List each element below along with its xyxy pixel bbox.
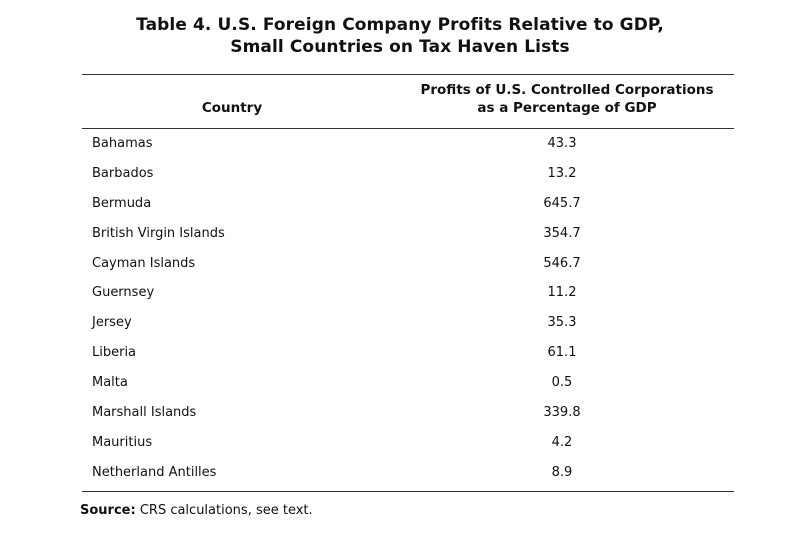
table-row: Cayman Islands 546.7 — [82, 249, 734, 279]
header-divider-rule — [82, 128, 734, 129]
value-cell: 645.7 — [543, 195, 581, 211]
country-cell: Bermuda — [92, 195, 152, 211]
table-bottom-rule — [82, 491, 734, 492]
table-row: Bermuda 645.7 — [82, 189, 734, 219]
source-label: Source: — [80, 503, 136, 518]
value-cell: 339.8 — [543, 405, 581, 421]
value-cell: 8.9 — [551, 464, 573, 480]
source-text: CRS calculations, see text. — [139, 503, 313, 518]
column-header-profits: Profits of U.S. Controlled Corporations … — [400, 81, 734, 117]
value-cell: 0.5 — [551, 375, 573, 391]
column-header-profits-line-2: as a Percentage of GDP — [477, 100, 657, 116]
table-title-line-1: Table 4. U.S. Foreign Company Profits Re… — [136, 15, 664, 35]
value-cell: 35.3 — [547, 315, 577, 331]
column-header-country: Country — [201, 100, 263, 116]
country-cell: Barbados — [92, 165, 154, 181]
table-row: Mauritius 4.2 — [82, 428, 734, 458]
table-row: Liberia 61.1 — [82, 338, 734, 368]
table-row: Malta 0.5 — [82, 368, 734, 398]
table-body: Bahamas 43.3 Barbados 13.2 Bermuda 645.7… — [82, 129, 734, 488]
country-cell: Jersey — [92, 315, 132, 331]
column-header-profits-line-1: Profits of U.S. Controlled Corporations — [420, 82, 714, 98]
value-cell: 61.1 — [547, 345, 577, 361]
country-cell: Guernsey — [92, 285, 155, 301]
country-cell: Bahamas — [92, 136, 153, 151]
value-cell: 546.7 — [543, 255, 581, 271]
value-cell: 43.3 — [547, 136, 577, 151]
table-row: British Virgin Islands 354.7 — [82, 219, 734, 249]
country-cell: Netherland Antilles — [92, 464, 217, 480]
table-title: Table 4. U.S. Foreign Company Profits Re… — [0, 14, 800, 58]
country-cell: Malta — [92, 375, 128, 391]
value-cell: 354.7 — [543, 225, 581, 241]
value-cell: 13.2 — [547, 165, 577, 181]
table-title-line-2: Small Countries on Tax Haven Lists — [230, 37, 570, 57]
table-row: Bahamas 43.3 — [82, 129, 734, 159]
table-row: Marshall Islands 339.8 — [82, 398, 734, 428]
country-cell: Mauritius — [92, 434, 153, 450]
country-cell: Liberia — [92, 345, 137, 361]
value-cell: 11.2 — [547, 285, 577, 301]
table-top-rule — [82, 74, 734, 75]
country-cell: British Virgin Islands — [92, 225, 225, 241]
table-row: Jersey 35.3 — [82, 308, 734, 338]
country-cell: Marshall Islands — [92, 405, 197, 421]
source-note: Source: CRS calculations, see text. — [80, 502, 313, 520]
value-cell: 4.2 — [551, 434, 573, 450]
table-row: Barbados 13.2 — [82, 159, 734, 189]
table-row: Netherland Antilles 8.9 — [82, 458, 734, 488]
table-row: Guernsey 11.2 — [82, 278, 734, 308]
country-cell: Cayman Islands — [92, 255, 196, 271]
